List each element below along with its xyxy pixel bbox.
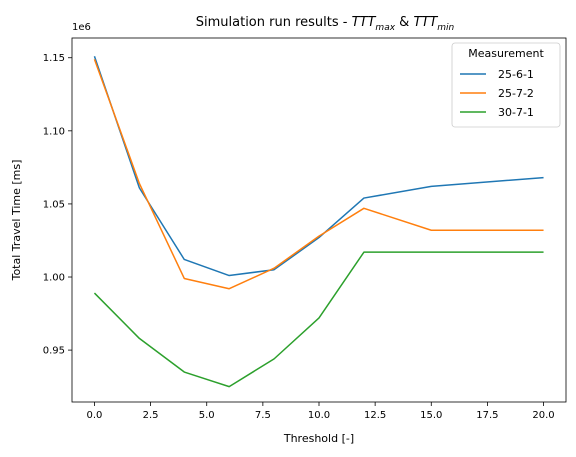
- y-offset-label: 1e6: [72, 22, 91, 33]
- legend-title: Measurement: [468, 47, 544, 60]
- x-tick-label: 12.5: [364, 410, 386, 421]
- x-tick-label: 15.0: [420, 410, 442, 421]
- x-tick-label: 2.5: [143, 410, 159, 421]
- x-axis: 0.0 2.5 5.0 7.5 10.0 12.5 15.0 17.5 20.0: [87, 402, 555, 421]
- x-tick-label: 20.0: [532, 410, 554, 421]
- title-symbol: TTT: [413, 15, 438, 30]
- x-tick-label: 17.5: [476, 410, 498, 421]
- chart-title: Simulation run results - TTTmax​ & TTTmi…: [196, 15, 455, 33]
- title-symbol: TTT: [352, 15, 377, 30]
- legend-entry: 30-7-1: [498, 106, 534, 119]
- title-subscript: min: [437, 23, 454, 33]
- y-tick-label: 1.15: [43, 53, 65, 64]
- y-tick-label: 1.05: [43, 199, 65, 210]
- x-tick-label: 5.0: [199, 410, 215, 421]
- legend: Measurement 25-6-1 25-7-2 30-7-1: [452, 43, 560, 127]
- legend-entry: 25-6-1: [498, 68, 534, 81]
- title-subscript: max: [375, 23, 395, 33]
- legend-entry: 25-7-2: [498, 87, 534, 100]
- x-tick-label: 10.0: [308, 410, 330, 421]
- series-line-30-7-1: [94, 252, 543, 386]
- y-axis: 0.95 1.00 1.05 1.10 1.15: [43, 53, 72, 356]
- title-joiner: &: [395, 15, 413, 30]
- title-text: Simulation run results -: [196, 15, 352, 30]
- y-axis-label: Total Travel Time [ms]: [10, 160, 23, 282]
- y-tick-label: 1.00: [43, 273, 65, 284]
- x-axis-label: Threshold [-]: [283, 432, 354, 445]
- x-tick-label: 0.0: [87, 410, 103, 421]
- y-tick-label: 0.95: [43, 346, 65, 357]
- x-tick-label: 7.5: [255, 410, 271, 421]
- y-tick-label: 1.10: [43, 126, 65, 137]
